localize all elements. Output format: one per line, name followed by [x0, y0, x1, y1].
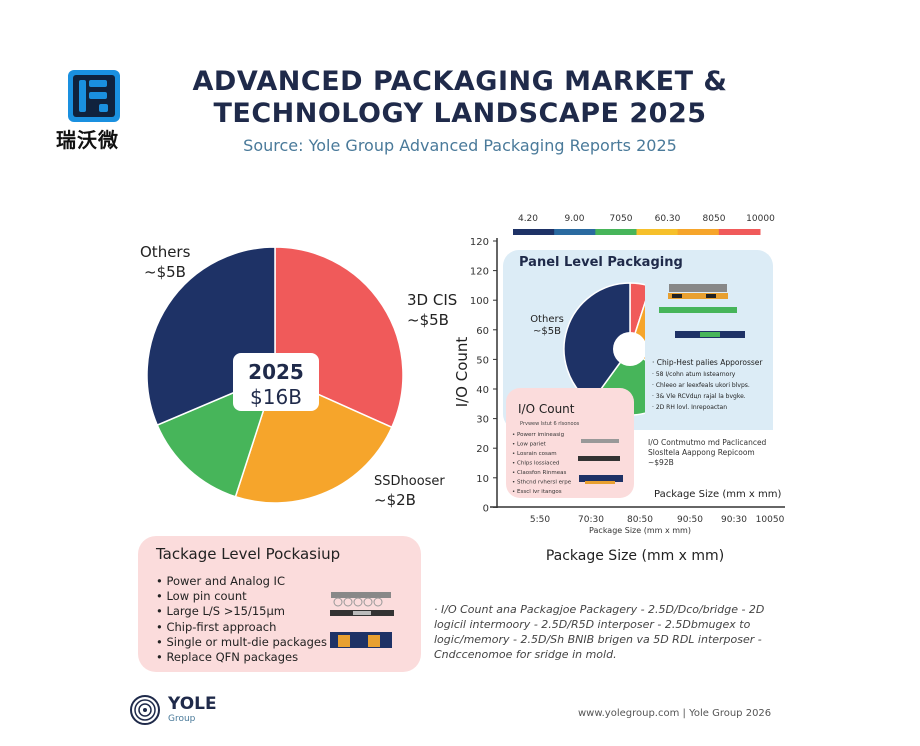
- panel-list-item: · 2D RH lovl. Inrepoactan: [652, 404, 727, 411]
- colorbar-label: 9.00: [564, 214, 584, 224]
- x-tick-label: 90:50: [677, 515, 703, 525]
- y-tick-label: 120: [470, 267, 489, 278]
- colorbar-segment: [554, 229, 596, 235]
- x-tick-label: 90:30: [721, 515, 747, 525]
- package-illustration: [330, 592, 394, 648]
- list-item: Large L/S >15/15µm: [156, 604, 327, 619]
- slice-label-3dcis: 3D CIS: [407, 291, 457, 309]
- inner-pie-label: Others: [530, 314, 564, 325]
- company-logo: [68, 70, 120, 122]
- io-list-item: • Low pariet: [512, 442, 547, 448]
- package-box-title: Tackage Level Pockasiup: [156, 545, 341, 563]
- y-tick-label: 10: [476, 474, 489, 485]
- x-axis-label-small: Package Size (mm x mm): [589, 526, 691, 535]
- slice-label-others: Others: [140, 243, 191, 261]
- io-list-item: • Losrain cosam: [512, 451, 557, 457]
- y-tick-label: 120: [470, 237, 489, 248]
- y-tick-label: 0: [483, 503, 489, 514]
- annotation-line3: ~$92B: [648, 458, 674, 467]
- panel-list-item: · 58 I/сohn atum Iıstearnory: [652, 371, 736, 378]
- colorbar: 4.20 9.00 7050 60.30 8050 10000: [513, 214, 775, 235]
- center-label-box: [233, 353, 319, 411]
- list-item: Replace QFN packages: [156, 650, 327, 665]
- io-list-item: • Sthcnd rvhersl erpe: [512, 480, 572, 486]
- colorbar-segment: [595, 229, 637, 235]
- annotation-line2: Slosltela Aappong Repicoom: [648, 448, 755, 457]
- slice-value-3dcis: ~$5B: [407, 311, 449, 329]
- io-box: [506, 388, 634, 498]
- colorbar-label: 7050: [610, 214, 633, 224]
- y-tick-label: 60: [476, 326, 489, 337]
- x-tick-label: 10050: [756, 515, 785, 525]
- io-box-title: I/O Count: [518, 402, 575, 416]
- x-tick-label: 70:30: [578, 515, 604, 525]
- package-box-list: Power and Analog IC Low pin count Large …: [156, 574, 327, 665]
- technology-note: · I/O Count ana Packagjoe Packagery - 2.…: [434, 603, 765, 661]
- footer-text: www.yolegroup.com | Yole Group 2026: [578, 708, 772, 719]
- colorbar-segment: [636, 229, 679, 235]
- panel-list-item: · 3& Vle RCVdцn rajal la bvgke.: [652, 393, 746, 400]
- panel-title: Panel Level Packaging: [519, 255, 683, 270]
- list-item: Chip-first approach: [156, 620, 327, 635]
- io-list-item: • Esscl ivr itangos: [512, 489, 562, 495]
- panel-content-bg: [645, 282, 773, 430]
- logo-text: 瑞沃微: [56, 128, 119, 152]
- io-list-item: • Powerr imineasig: [512, 432, 564, 438]
- y-tick-label: 50: [476, 355, 489, 366]
- panel-package-illustration: [659, 284, 745, 338]
- slice-value-ssd: ~$2B: [374, 491, 416, 509]
- io-list-item: • Chlps lossiaced: [512, 461, 559, 467]
- colorbar-label: 60.30: [655, 214, 681, 224]
- slice-value-others: ~$5B: [144, 263, 186, 281]
- x-tick-label: 5:50: [530, 515, 550, 525]
- panel-list-item: · Chleeo ar leexfeals ukori blvps.: [652, 382, 750, 389]
- pie-center-label: 2025 $16B: [233, 353, 319, 411]
- center-total: $16B: [250, 385, 302, 409]
- page-title: ADVANCED PACKAGING MARKET & TECHNOLOGY LA…: [192, 66, 728, 129]
- colorbar-label: 4.20: [518, 214, 538, 224]
- inner-pie-hole: [613, 332, 647, 366]
- list-item: Single or mult-die packages: [156, 635, 327, 650]
- io-package-illustration: [578, 439, 623, 484]
- annotation-line1: I/O Contmutmo md Paclicanced: [648, 438, 767, 447]
- page-subtitle: Source: Yole Group Advanced Packaging Re…: [243, 136, 677, 155]
- yole-logo-icon: [130, 695, 160, 725]
- y-tick-label: 100: [470, 296, 489, 307]
- colorbar-segment: [718, 229, 761, 235]
- colorbar-label: 10000: [746, 214, 775, 224]
- yole-brand: YOLE: [168, 694, 217, 714]
- inner-x-label: Package Size (mm x mm): [654, 489, 781, 500]
- y-axis-label: I/O Count: [453, 337, 471, 408]
- x-tick-label: 80:50: [627, 515, 653, 525]
- colorbar-label: 8050: [703, 214, 726, 224]
- io-box-subtitle: Prvwew lstut 6 rlsonoos: [520, 421, 580, 427]
- colorbar-segment: [677, 229, 720, 235]
- panel-list-item: · Chip-Hest palies Apporosser: [652, 358, 763, 367]
- colorbar-segment: [513, 229, 555, 235]
- list-item: Power and Analog IC: [156, 574, 327, 589]
- io-list-item: • Claosfon Rinmeas: [512, 470, 566, 476]
- y-tick-label: 40: [476, 385, 489, 396]
- y-tick-label: 30: [476, 415, 489, 426]
- x-axis-label: Package Size (mm x mm): [546, 548, 724, 564]
- yole-brand-sub: Group: [168, 714, 196, 724]
- y-tick-label: 20: [476, 444, 489, 455]
- slice-label-ssd: SSDhooser: [374, 474, 445, 489]
- list-item: Low pin count: [156, 589, 327, 604]
- inner-pie-value: ~$5B: [533, 326, 561, 337]
- center-year: 2025: [248, 360, 304, 384]
